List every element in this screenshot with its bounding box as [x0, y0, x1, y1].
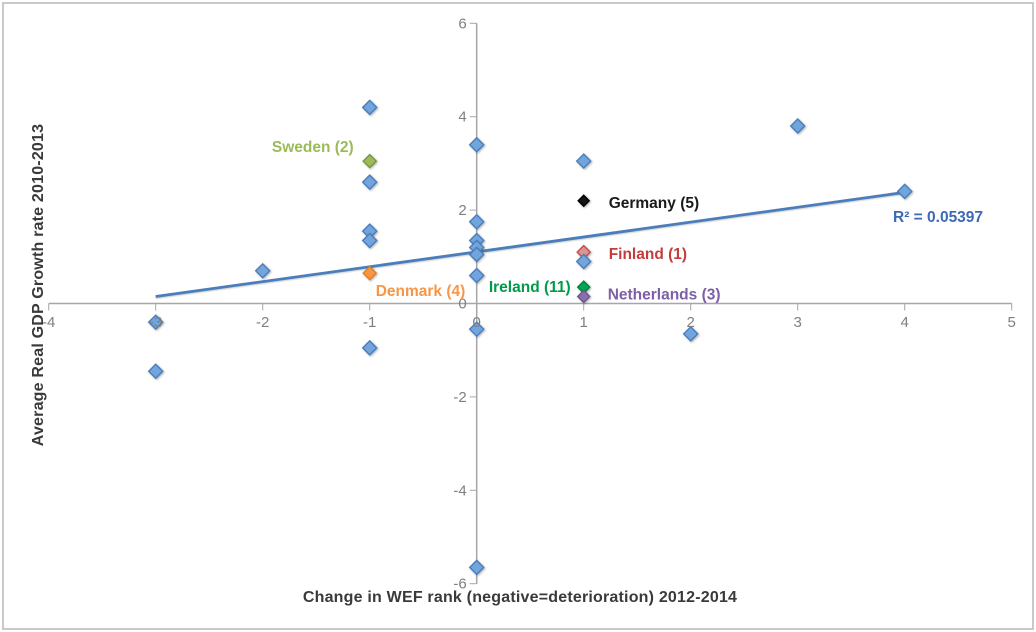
- data-point: [682, 325, 699, 342]
- y-tick-label: 0: [458, 296, 466, 313]
- data-point-netherlands: [576, 289, 591, 304]
- data-point: [575, 253, 592, 270]
- data-point: [468, 213, 485, 230]
- data-point: [361, 232, 378, 249]
- point-label-germany: Germany (5): [609, 195, 699, 212]
- data-point-denmark: [362, 265, 378, 281]
- data-point: [361, 99, 378, 116]
- y-tick-label: -4: [453, 482, 466, 499]
- x-tick-label: -4: [42, 314, 55, 331]
- x-tick-label: 2: [687, 314, 695, 331]
- y-tick-label: 6: [458, 15, 466, 32]
- x-tick-label: 4: [901, 314, 909, 331]
- point-label-denmark: Denmark (4): [376, 283, 466, 300]
- x-tick-label: 3: [794, 314, 802, 331]
- data-point-germany: [577, 194, 591, 208]
- data-point: [789, 118, 806, 135]
- x-tick-label: -3: [149, 314, 162, 331]
- data-point: [468, 267, 485, 284]
- x-axis-title: Change in WEF rank (negative=deteriorati…: [302, 589, 738, 606]
- trendline: [155, 190, 905, 298]
- x-tick-label: 1: [580, 314, 588, 331]
- point-label-ireland: Ireland (11): [489, 279, 571, 296]
- data-point: [896, 183, 913, 200]
- y-tick-label: 2: [458, 202, 466, 219]
- x-tick-label: -1: [363, 314, 376, 331]
- data-point: [468, 246, 485, 263]
- data-point: [147, 363, 164, 380]
- r-squared-annotation: R² = 0.05397: [893, 209, 984, 226]
- data-point: [361, 174, 378, 191]
- y-axis-title: Average Real GDP Growth rate 2010-2013: [30, 123, 47, 447]
- data-point: [147, 314, 164, 331]
- point-label-netherlands: Netherlands (3): [608, 286, 721, 303]
- x-tick-label: 0: [473, 314, 481, 331]
- point-label-sweden: Sweden (2): [272, 139, 354, 156]
- data-point: [468, 136, 485, 153]
- data-point: [254, 262, 271, 279]
- data-point: [575, 153, 592, 170]
- data-point: [468, 321, 485, 338]
- data-point: [361, 339, 378, 356]
- x-tick-label: 5: [1008, 314, 1016, 331]
- y-tick-label: -6: [453, 576, 466, 593]
- y-tick-label: -2: [453, 389, 466, 406]
- x-tick-label: -2: [256, 314, 269, 331]
- point-label-finland: Finland (1): [609, 246, 687, 263]
- data-point: [468, 559, 485, 576]
- y-tick-label: 4: [458, 109, 466, 126]
- data-point-sweden: [362, 153, 378, 169]
